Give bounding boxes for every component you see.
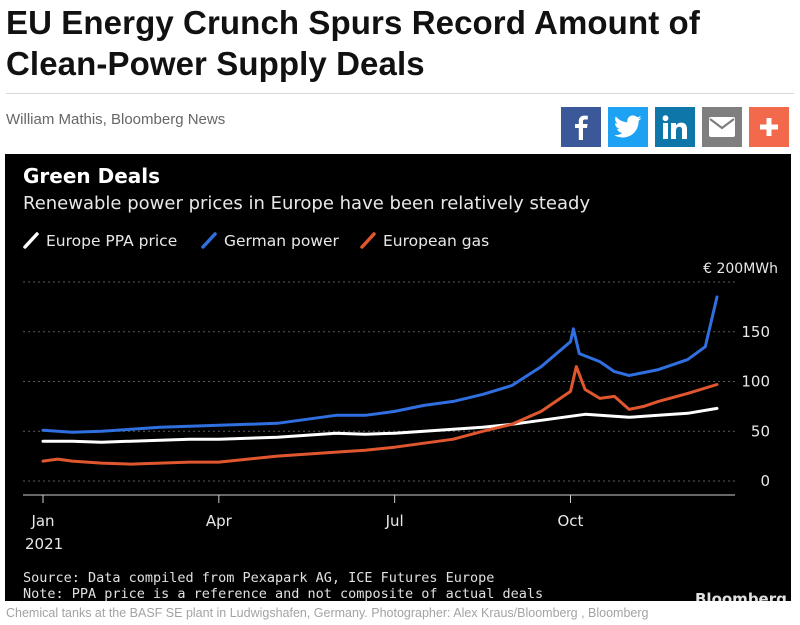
chart-grid: 0 50 100 150: [23, 281, 770, 490]
linkedin-icon: [662, 115, 687, 139]
legend-swatch: [360, 232, 376, 249]
plus-icon: [760, 118, 778, 136]
facebook-icon: [575, 115, 588, 140]
x-tick-label: Oct: [558, 512, 584, 530]
series-line-european-gas: [41, 365, 719, 466]
legend-swatch: [201, 232, 217, 249]
x-axis: Jan 2021 Apr Jul Oct: [23, 494, 735, 553]
share-twitter-button[interactable]: [608, 107, 648, 147]
chart-source: Source: Data compiled from Pexapark AG, …: [23, 570, 494, 586]
chart-subtitle: Renewable power prices in Europe have be…: [23, 193, 590, 214]
unit-label: € 200MWh: [703, 261, 778, 277]
chart-series: [41, 295, 719, 466]
legend-label: European gas: [383, 232, 489, 250]
y-tick-label: 150: [741, 323, 770, 341]
series-line-german-power: [41, 295, 719, 434]
x-tick-label: Apr: [206, 512, 233, 530]
article-headline: EU Energy Crunch Spurs Record Amount of …: [6, 4, 700, 82]
mail-icon: [709, 117, 735, 137]
byline: William Mathis, Bloomberg News: [6, 111, 226, 128]
x-tick-sublabel: 2021: [25, 535, 63, 553]
price-chart: Green Deals Renewable power prices in Eu…: [23, 164, 787, 605]
legend-label: German power: [224, 232, 340, 250]
y-tick-label: 50: [751, 422, 770, 440]
y-tick-label: 0: [760, 472, 770, 490]
y-tick-label: 100: [741, 373, 770, 391]
legend-swatch: [23, 232, 39, 249]
share-facebook-button[interactable]: [561, 107, 601, 147]
series-line-europe-ppa-price: [41, 406, 719, 444]
share-email-button[interactable]: [702, 107, 742, 147]
chart-title: Green Deals: [23, 164, 160, 188]
header-divider: [6, 93, 794, 94]
legend-label: Europe PPA price: [46, 232, 177, 250]
photo-caption: Chemical tanks at the BASF SE plant in L…: [0, 601, 800, 625]
x-tick-label: Jan: [30, 512, 54, 530]
chart-container: Green Deals Renewable power prices in Eu…: [5, 154, 791, 605]
share-linkedin-button[interactable]: [655, 107, 695, 147]
share-more-button[interactable]: [749, 107, 789, 147]
chart-note: Note: PPA price is a reference and not c…: [23, 586, 543, 602]
chart-legend: Europe PPA price German power European gas: [23, 232, 489, 250]
twitter-icon: [614, 115, 642, 138]
x-tick-label: Jul: [385, 512, 404, 530]
